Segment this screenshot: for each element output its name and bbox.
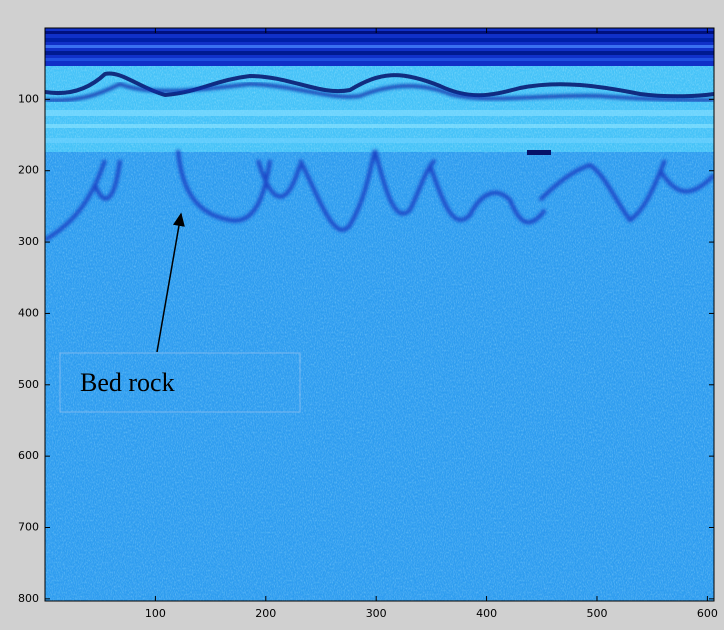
x-tick-label: 400 [476,607,497,620]
figure: Bed rock 100 200 300 400 500 600 100 200 300 400 5… [0,0,724,630]
y-tick-label: 400 [18,306,39,319]
x-tick-label: 200 [255,607,276,620]
x-tick-label: 300 [366,607,387,620]
y-tick-label: 200 [18,164,39,177]
x-tick-label: 600 [697,607,718,620]
y-tick-label: 500 [18,378,39,391]
y-tick-label: 300 [18,235,39,248]
y-tick-label: 700 [18,521,39,534]
y-tick-label: 100 [18,92,39,105]
annotation-text: Bed rock [80,368,175,397]
y-tick-label: 600 [18,449,39,462]
x-tick-label: 100 [145,607,166,620]
x-tick-label: 500 [586,607,607,620]
y-tick-label: 800 [18,592,39,605]
radargram-image [45,28,714,601]
